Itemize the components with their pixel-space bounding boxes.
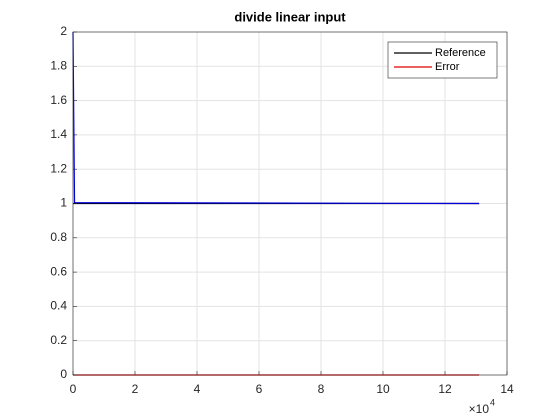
x-scale-exponent: 4 (490, 397, 495, 407)
legend-box (387, 41, 498, 79)
y-tick-label: 0.8 (50, 230, 67, 244)
y-tick-label: 1.2 (50, 161, 67, 175)
x-tick-label: 14 (500, 382, 514, 396)
y-tick-label: 1.6 (50, 93, 67, 107)
y-tick-label: 0 (60, 367, 67, 381)
x-tick-label: 2 (132, 382, 139, 396)
legend: Reference Error (387, 41, 498, 79)
y-tick-label: 1.4 (50, 127, 67, 141)
chart-title: divide linear input (234, 9, 346, 24)
y-tick-label: 2 (60, 24, 67, 38)
legend-label: Error (435, 61, 460, 73)
y-tick-label: 0.4 (50, 299, 67, 313)
x-tick-label: 4 (194, 382, 201, 396)
series-line (72, 31, 480, 205)
x-tick-label: 12 (438, 382, 452, 396)
y-tick-label: 1 (60, 196, 67, 210)
legend-label: Reference (435, 47, 486, 59)
x-tick-label: 10 (376, 382, 390, 396)
x-tick-label: 8 (318, 382, 325, 396)
tick-group: 0 0.2 0.4 0.6 0.8 1 1.2 1.4 1.6 1.8 2 0 2 4 6 8 10 12 14 (50, 24, 514, 396)
x-tick-label: 0 (70, 382, 77, 396)
y-tick-label: 1.8 (50, 58, 67, 72)
y-tick-label: 0.6 (50, 264, 67, 278)
x-scale-base: ×10 (469, 402, 490, 416)
x-tick-label: 6 (256, 382, 263, 396)
y-tick-label: 0.2 (50, 333, 67, 347)
